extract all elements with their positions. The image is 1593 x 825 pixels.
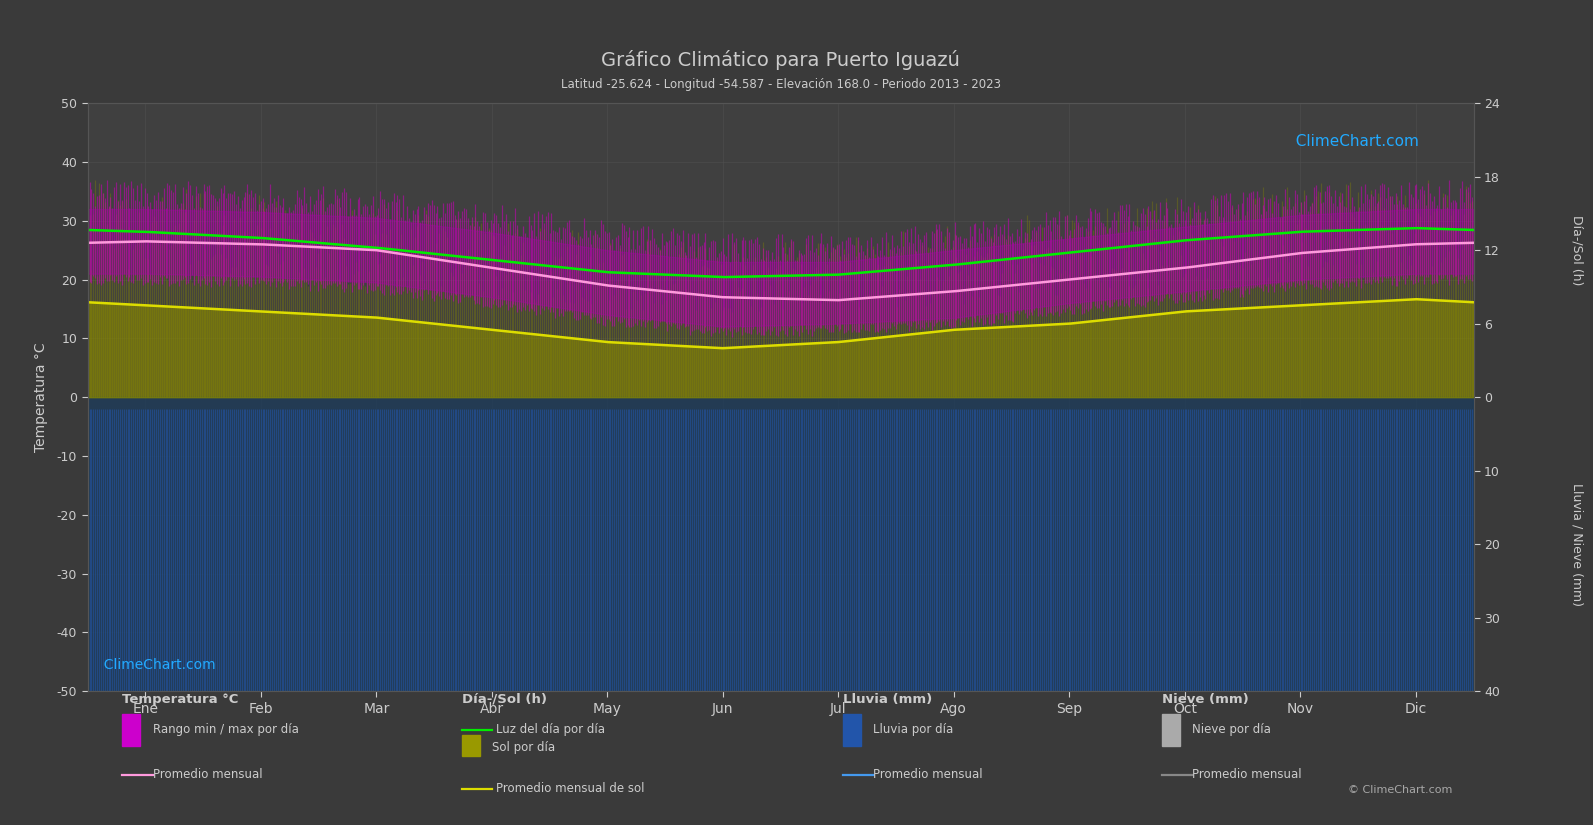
Text: Rango min / max por día: Rango min / max por día [153,724,298,736]
Text: Lluvia / Nieve (mm): Lluvia / Nieve (mm) [1571,483,1583,606]
Text: Latitud -25.624 - Longitud -54.587 - Elevación 168.0 - Periodo 2013 - 2023: Latitud -25.624 - Longitud -54.587 - Ele… [561,78,1000,92]
Text: Gráfico Climático para Puerto Iguazú: Gráfico Climático para Puerto Iguazú [601,50,961,70]
Text: Promedio mensual: Promedio mensual [1192,768,1301,781]
Bar [123,714,140,746]
Bar [462,735,479,756]
Bar [843,714,860,746]
Text: Luz del día por día: Luz del día por día [497,724,605,736]
Text: Día-/Sol (h): Día-/Sol (h) [462,692,546,705]
Text: Nieve (mm): Nieve (mm) [1161,692,1249,705]
Text: Lluvia por día: Lluvia por día [873,724,954,736]
Text: ClimeChart.com: ClimeChart.com [1287,134,1419,148]
Text: Día-/Sol (h): Día-/Sol (h) [1571,215,1583,285]
Text: Lluvia (mm): Lluvia (mm) [843,692,932,705]
Text: Temperatura °C: Temperatura °C [123,692,239,705]
Text: Promedio mensual: Promedio mensual [873,768,983,781]
Text: Nieve por día: Nieve por día [1192,724,1271,736]
Text: Promedio mensual: Promedio mensual [153,768,263,781]
Text: ClimeChart.com: ClimeChart.com [94,658,215,672]
Y-axis label: Temperatura °C: Temperatura °C [35,342,48,452]
Bar [1161,714,1180,746]
Text: © ClimeChart.com: © ClimeChart.com [1348,785,1453,795]
Text: Promedio mensual de sol: Promedio mensual de sol [497,782,645,795]
Text: Sol por día: Sol por día [492,742,556,754]
